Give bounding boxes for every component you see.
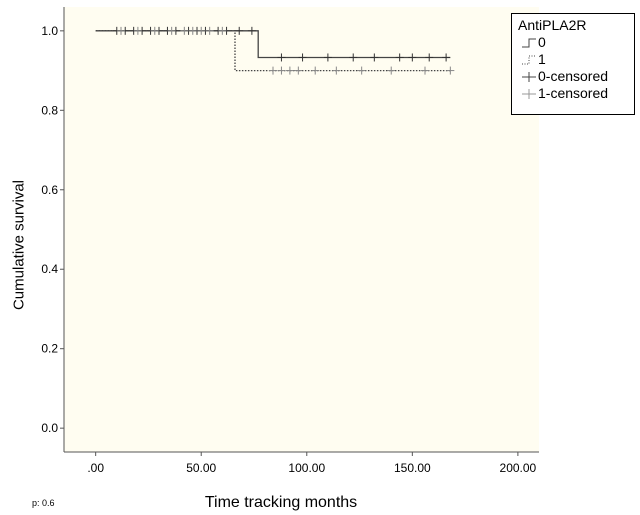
y-axis-label-wrapper: Cumulative survival — [9, 180, 29, 310]
plot-area — [64, 7, 539, 452]
p-value-annotation: p: 0.6 — [32, 498, 55, 508]
x-tick-label: .00 — [87, 461, 104, 475]
x-tick-label: 150.00 — [394, 461, 431, 475]
x-tick-label: 100.00 — [288, 461, 325, 475]
x-axis-label: Time tracking months — [204, 494, 358, 511]
y-tick-label: 0.0 — [41, 421, 58, 435]
x-tick-label: 200.00 — [500, 461, 537, 475]
y-tick-label: 0.4 — [41, 262, 58, 276]
y-tick-label: 0.2 — [41, 342, 58, 356]
legend-title: AntiPLA2R — [518, 17, 587, 33]
series-line-1 — [95, 30, 451, 72]
y-axis-label: Cumulative survival — [10, 179, 28, 311]
legend-label-3: 1-censored — [538, 85, 609, 101]
censor-plus-icon — [522, 72, 536, 82]
legend: AntiPLA2R 0 1 0-censored 1-censored — [511, 13, 635, 115]
legend-item-2: 0-censored — [518, 68, 634, 85]
y-tick-label: 0.8 — [41, 103, 58, 117]
legend-step-icon-solid — [522, 38, 536, 48]
legend-label-1: 1 — [538, 51, 546, 67]
legend-item-1: 1 — [518, 51, 634, 68]
x-tick-label: 50.00 — [186, 461, 216, 475]
y-tick-label: 1.0 — [41, 24, 58, 38]
legend-item-3: 1-censored — [518, 85, 634, 102]
legend-step-icon-dotted — [522, 55, 536, 65]
censor-plus-icon — [522, 89, 536, 99]
y-tick-label: 0.6 — [41, 183, 58, 197]
legend-item-0: 0 — [518, 34, 634, 51]
legend-label-2: 0-censored — [538, 68, 609, 84]
legend-label-0: 0 — [538, 34, 546, 50]
